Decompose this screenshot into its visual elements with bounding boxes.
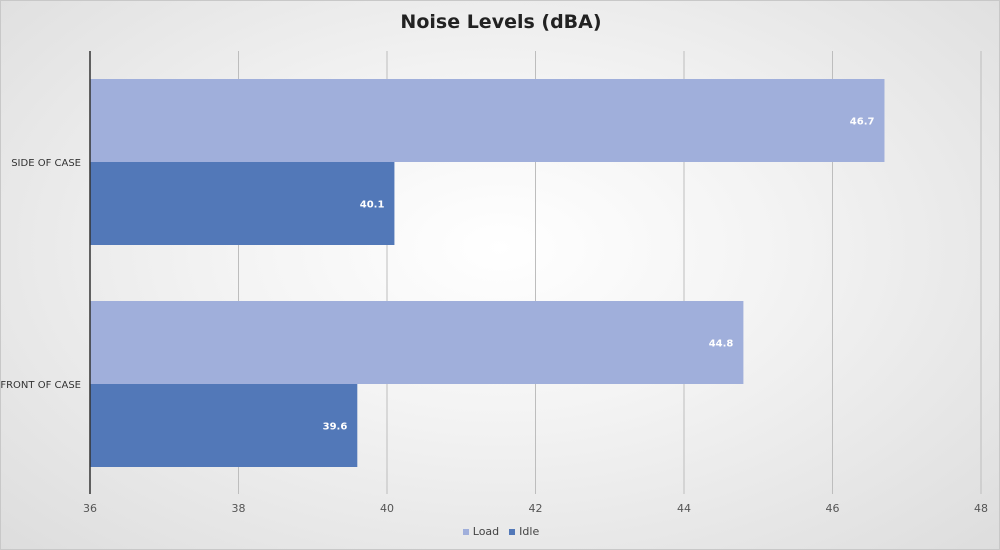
legend-swatch-load: [462, 528, 469, 535]
bar-load: [90, 79, 885, 162]
legend-swatch-idle: [509, 528, 516, 535]
data-label: 46.7: [850, 117, 875, 128]
x-tick-label: 42: [529, 502, 543, 515]
legend: Load Idle: [1, 525, 999, 538]
category-label: SIDE OF CASE: [11, 158, 81, 169]
chart-title: Noise Levels (dBA): [400, 11, 602, 33]
x-tick-label: 38: [232, 502, 246, 515]
data-label: 40.1: [360, 200, 385, 211]
category-label: FRONT OF CASE: [1, 380, 81, 391]
legend-label-idle: Idle: [519, 525, 540, 538]
bar-idle: [90, 162, 395, 245]
legend-item-idle: Idle: [509, 525, 539, 538]
legend-label-load: Load: [472, 525, 500, 538]
x-tick-label: 40: [380, 502, 394, 515]
data-label: 44.8: [709, 339, 734, 350]
x-tick-label: 46: [826, 502, 840, 515]
bar-idle: [90, 384, 358, 467]
data-label: 39.6: [323, 422, 348, 433]
bar-load: [90, 301, 744, 384]
legend-item-load: Load: [462, 525, 500, 538]
x-tick-label: 36: [83, 502, 97, 515]
x-tick-label: 44: [677, 502, 691, 515]
x-tick-label: 48: [974, 502, 988, 515]
